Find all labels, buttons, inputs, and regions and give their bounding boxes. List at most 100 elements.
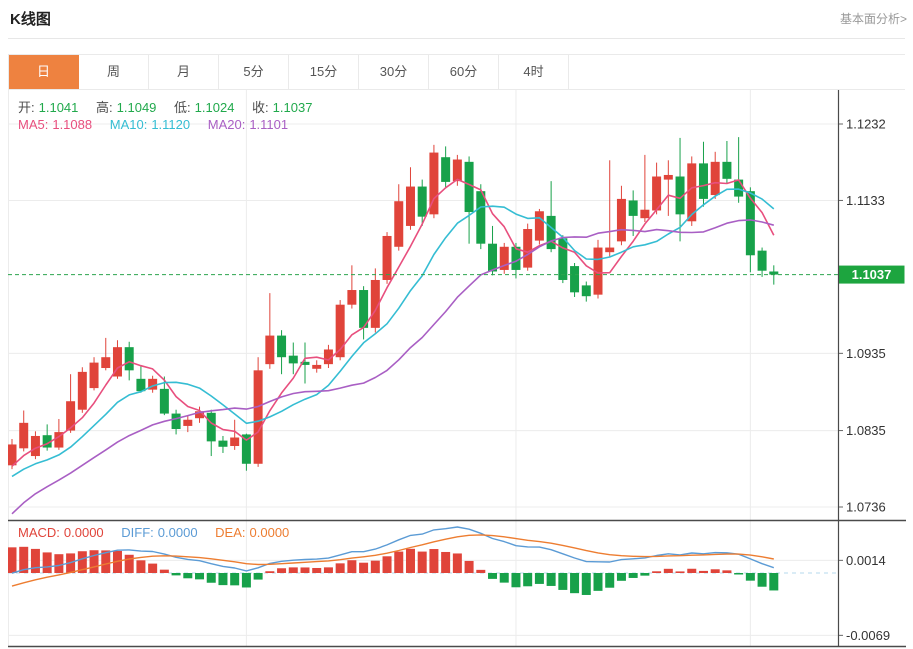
candle-body[interactable] xyxy=(335,304,345,358)
candle-body[interactable] xyxy=(769,271,779,275)
macd-bar[interactable] xyxy=(757,573,767,587)
candle-body[interactable] xyxy=(452,159,462,182)
macd-bar[interactable] xyxy=(605,573,615,588)
candle-body[interactable] xyxy=(370,279,380,328)
macd-bar[interactable] xyxy=(300,567,310,573)
candle-body[interactable] xyxy=(663,174,673,180)
macd-bar[interactable] xyxy=(30,548,40,573)
candle-body[interactable] xyxy=(89,362,99,389)
macd-bar[interactable] xyxy=(546,573,556,586)
macd-bar[interactable] xyxy=(347,560,357,573)
candle-body[interactable] xyxy=(488,243,498,272)
macd-bar[interactable] xyxy=(769,573,779,591)
macd-bar[interactable] xyxy=(124,554,134,573)
macd-bar[interactable] xyxy=(616,573,626,581)
candle-body[interactable] xyxy=(124,347,134,371)
macd-bar[interactable] xyxy=(523,573,533,587)
candle-body[interactable] xyxy=(347,290,357,305)
macd-bar[interactable] xyxy=(429,549,439,573)
macd-bar[interactable] xyxy=(288,567,298,573)
candle-body[interactable] xyxy=(195,411,205,419)
candle-body[interactable] xyxy=(171,413,181,430)
macd-bar[interactable] xyxy=(312,567,322,573)
candle-body[interactable] xyxy=(300,361,310,365)
macd-bar[interactable] xyxy=(265,571,275,573)
macd-bar[interactable] xyxy=(464,560,474,573)
tab-5min[interactable]: 5分 xyxy=(219,55,289,89)
candle-body[interactable] xyxy=(593,247,603,295)
macd-bar[interactable] xyxy=(230,573,240,586)
candle-body[interactable] xyxy=(66,401,76,431)
candle-body[interactable] xyxy=(19,422,29,449)
macd-bar[interactable] xyxy=(77,551,87,573)
candle-body[interactable] xyxy=(8,444,17,466)
macd-bar[interactable] xyxy=(628,573,638,578)
candle-body[interactable] xyxy=(253,370,263,464)
candle-body[interactable] xyxy=(394,201,404,247)
candle-body[interactable] xyxy=(218,440,228,447)
macd-bar[interactable] xyxy=(159,569,169,573)
macd-bar[interactable] xyxy=(253,573,263,580)
candle-body[interactable] xyxy=(605,247,615,253)
candle-body[interactable] xyxy=(499,246,509,270)
candle-body[interactable] xyxy=(722,161,732,179)
candle-body[interactable] xyxy=(159,388,169,414)
candle-body[interactable] xyxy=(687,163,697,222)
macd-bar[interactable] xyxy=(54,554,64,573)
candle-body[interactable] xyxy=(429,152,439,215)
candle-body[interactable] xyxy=(382,235,392,280)
candle-body[interactable] xyxy=(698,163,708,199)
macd-bar[interactable] xyxy=(195,573,205,580)
tab-day[interactable]: 日 xyxy=(9,55,79,89)
candle-body[interactable] xyxy=(675,176,685,215)
candle-body[interactable] xyxy=(241,434,251,464)
macd-bar[interactable] xyxy=(745,573,755,581)
candle-body[interactable] xyxy=(534,211,544,241)
tab-30min[interactable]: 30分 xyxy=(359,55,429,89)
macd-bar[interactable] xyxy=(148,563,158,573)
macd-bar[interactable] xyxy=(652,571,662,573)
macd-bar[interactable] xyxy=(593,573,603,591)
candle-body[interactable] xyxy=(734,179,744,197)
candle-body[interactable] xyxy=(42,435,52,448)
macd-bar[interactable] xyxy=(136,560,146,573)
candle-body[interactable] xyxy=(570,266,580,293)
macd-bar[interactable] xyxy=(382,556,392,573)
candle-body[interactable] xyxy=(616,198,626,242)
candle-body[interactable] xyxy=(359,290,369,328)
candle-body[interactable] xyxy=(558,238,568,280)
macd-bar[interactable] xyxy=(171,573,181,576)
candle-body[interactable] xyxy=(581,285,591,297)
macd-bar[interactable] xyxy=(441,551,451,573)
macd-bar[interactable] xyxy=(183,573,193,579)
macd-bar[interactable] xyxy=(710,569,720,573)
candle-body[interactable] xyxy=(183,419,193,426)
macd-bar[interactable] xyxy=(452,553,462,573)
macd-bar[interactable] xyxy=(394,551,404,573)
macd-bar[interactable] xyxy=(698,570,708,573)
candle-body[interactable] xyxy=(54,432,64,448)
macd-bar[interactable] xyxy=(417,551,427,573)
macd-bar[interactable] xyxy=(476,569,486,573)
candle-body[interactable] xyxy=(476,191,486,244)
candle-body[interactable] xyxy=(464,161,474,213)
macd-bar[interactable] xyxy=(511,573,521,588)
macd-bar[interactable] xyxy=(734,573,744,575)
macd-bar[interactable] xyxy=(488,573,498,579)
macd-bar[interactable] xyxy=(370,560,380,573)
candle-body[interactable] xyxy=(652,176,662,211)
macd-bar[interactable] xyxy=(570,573,580,594)
macd-bar[interactable] xyxy=(581,573,591,595)
candle-body[interactable] xyxy=(288,355,298,364)
candle-body[interactable] xyxy=(101,357,111,369)
candle-body[interactable] xyxy=(546,215,556,250)
candle-body[interactable] xyxy=(112,347,122,377)
candle-body[interactable] xyxy=(30,435,40,457)
candle-body[interactable] xyxy=(628,200,638,216)
fundamental-analysis-link[interactable]: 基本面分析> xyxy=(839,12,907,26)
macd-bar[interactable] xyxy=(241,573,251,588)
candle-body[interactable] xyxy=(441,157,451,182)
macd-bar[interactable] xyxy=(534,573,544,584)
macd-bar[interactable] xyxy=(42,552,52,573)
tab-month[interactable]: 月 xyxy=(149,55,219,89)
